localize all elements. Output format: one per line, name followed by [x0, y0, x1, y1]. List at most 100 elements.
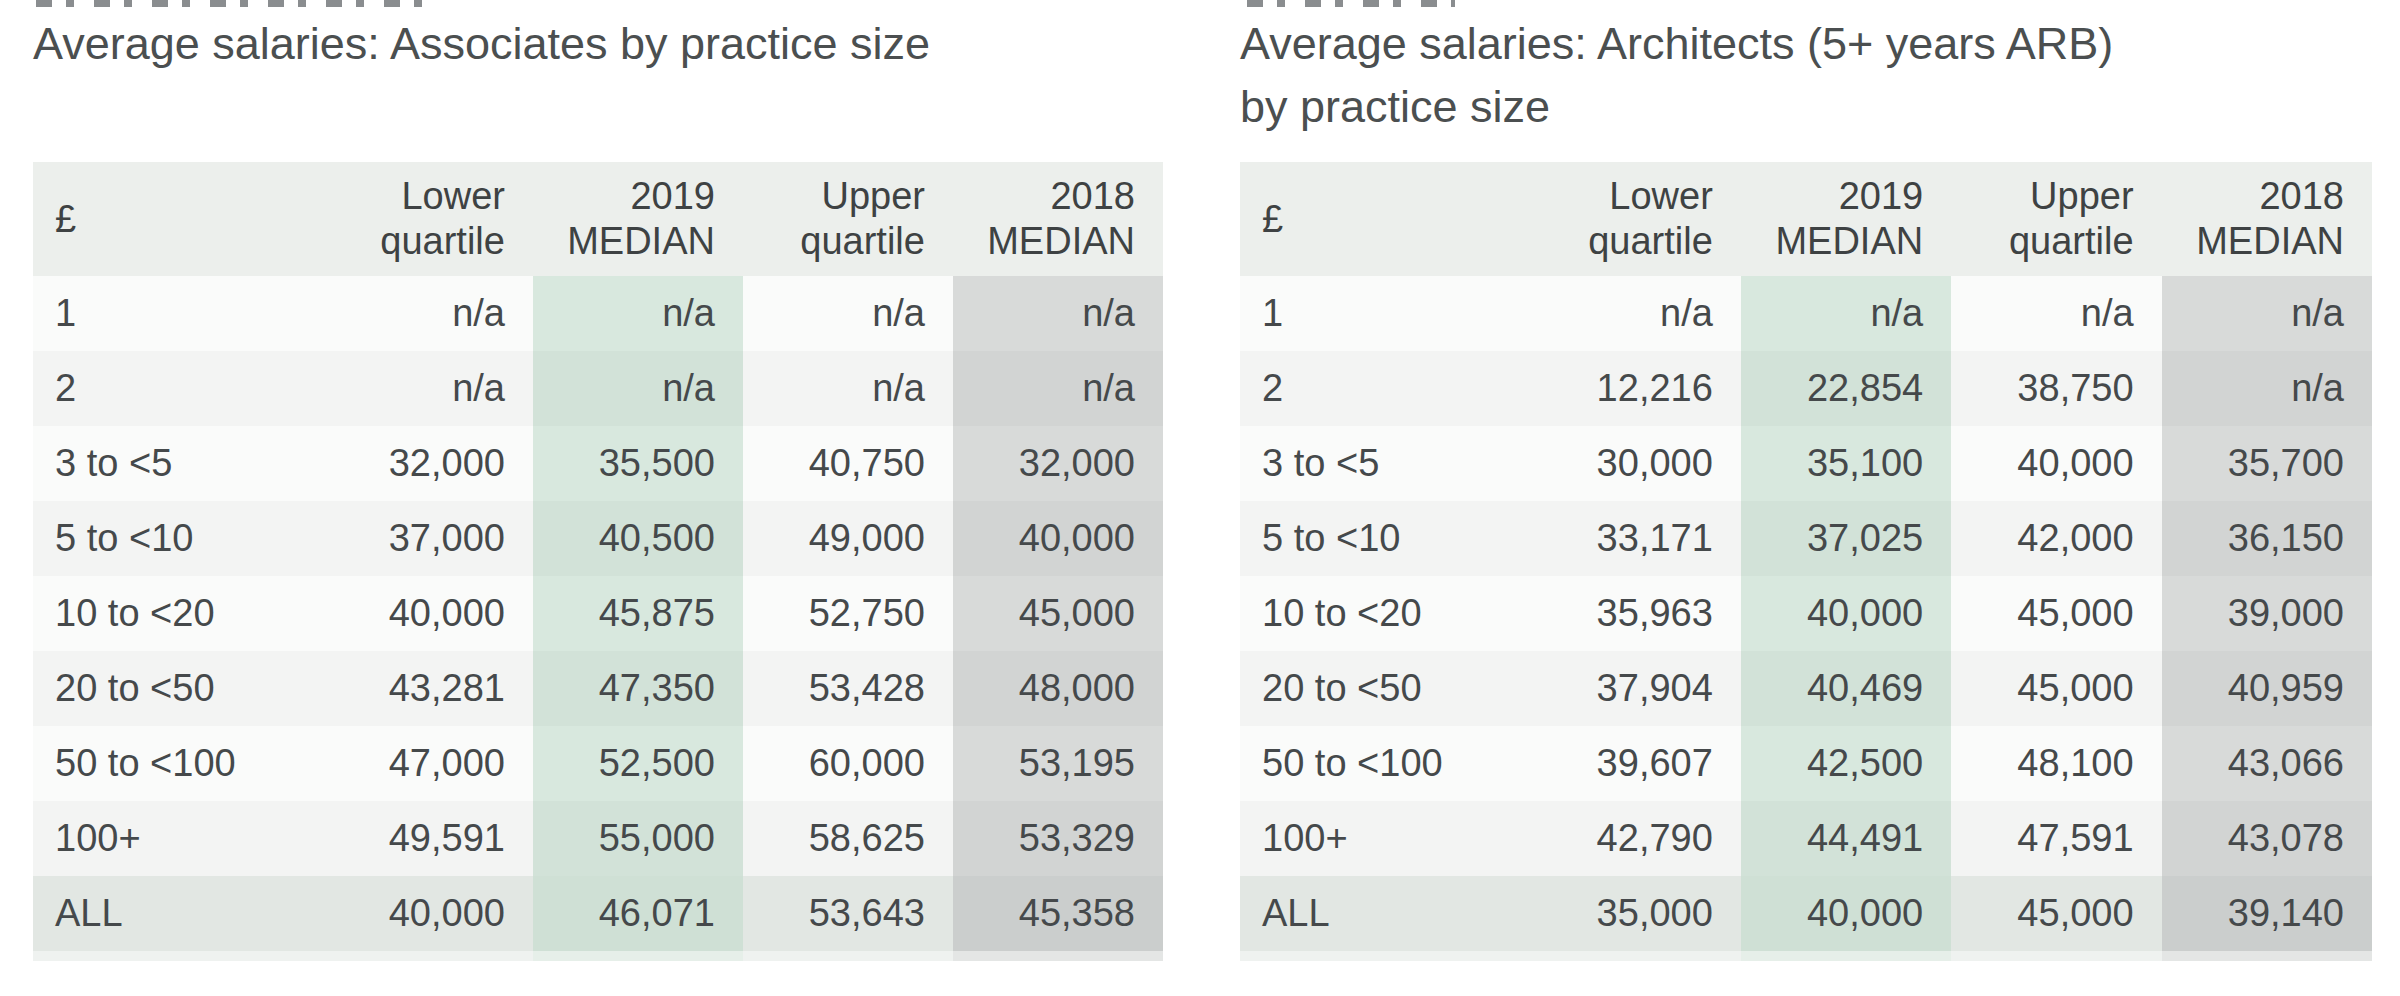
- salary-value: 43,066: [2162, 726, 2372, 801]
- header-line: quartile: [1530, 219, 1712, 264]
- salary-value: n/a: [533, 276, 743, 351]
- salary-value: 40,000: [953, 501, 1163, 576]
- salary-value: 35,100: [1741, 426, 1951, 501]
- median-2018-header: 2018 MEDIAN: [2162, 162, 2372, 276]
- upper-quartile-header: Upper quartile: [1951, 162, 2161, 276]
- practice-size-label: 50 to <100: [33, 726, 323, 801]
- salary-value: 53,329: [953, 801, 1163, 876]
- salary-value: 37,025: [1741, 501, 1951, 576]
- table-row: 3 to <532,00035,50040,75032,000: [33, 426, 1163, 501]
- table-row: 5 to <1037,00040,50049,00040,000: [33, 501, 1163, 576]
- currency-header: £: [33, 162, 323, 276]
- table-row: 100+42,79044,49147,59143,078: [1240, 801, 2372, 876]
- practice-size-label: 3 to <5: [1240, 426, 1530, 501]
- lower-quartile-header: Lower quartile: [1530, 162, 1740, 276]
- associates-salary-table: £ Lower quartile 2019 MEDIAN Upper quart…: [33, 162, 1163, 951]
- salary-value: 40,000: [1951, 426, 2161, 501]
- salary-value: 42,500: [1741, 726, 1951, 801]
- salary-value: n/a: [2162, 351, 2372, 426]
- salary-value: 22,854: [1741, 351, 1951, 426]
- salary-value: 33,171: [1530, 501, 1740, 576]
- median-2019-header: 2019 MEDIAN: [1741, 162, 1951, 276]
- table-row: 1n/an/an/an/a: [1240, 276, 2372, 351]
- salary-value: n/a: [2162, 276, 2372, 351]
- salary-value: 46,071: [533, 876, 743, 951]
- cropped-table-caption-right: [1247, 0, 1455, 7]
- header-line: quartile: [1951, 219, 2133, 264]
- header-line: Upper: [743, 174, 925, 219]
- salary-value: 47,000: [323, 726, 533, 801]
- practice-size-label: 10 to <20: [33, 576, 323, 651]
- total-row: ALL40,00046,07153,64345,358: [33, 876, 1163, 951]
- salary-value: 30,000: [1530, 426, 1740, 501]
- header-line: quartile: [323, 219, 505, 264]
- report-page: Average salaries: Associates by practice…: [0, 0, 2400, 996]
- title-line: by practice size: [1240, 75, 2113, 138]
- salary-value: 32,000: [323, 426, 533, 501]
- salary-value: 40,500: [533, 501, 743, 576]
- salary-value: 12,216: [1530, 351, 1740, 426]
- practice-size-label: 2: [33, 351, 323, 426]
- practice-size-label: 50 to <100: [1240, 726, 1530, 801]
- header-line: Lower: [1530, 174, 1712, 219]
- salary-value: 53,428: [743, 651, 953, 726]
- salary-value: 40,000: [323, 876, 533, 951]
- table-row: 10 to <2040,00045,87552,75045,000: [33, 576, 1163, 651]
- practice-size-label: ALL: [1240, 876, 1530, 951]
- header-row: £ Lower quartile 2019 MEDIAN Upper quart…: [33, 162, 1163, 276]
- practice-size-label: 100+: [1240, 801, 1530, 876]
- practice-size-label: 5 to <10: [33, 501, 323, 576]
- salary-value: n/a: [1530, 276, 1740, 351]
- upper-quartile-header: Upper quartile: [743, 162, 953, 276]
- practice-size-label: 1: [1240, 276, 1530, 351]
- table-row: 212,21622,85438,750n/a: [1240, 351, 2372, 426]
- salary-value: 45,000: [1951, 876, 2161, 951]
- salary-value: n/a: [953, 276, 1163, 351]
- title-line: Average salaries: Associates by practice…: [33, 12, 930, 75]
- header-line: quartile: [743, 219, 925, 264]
- salary-value: 45,000: [1951, 576, 2161, 651]
- salary-value: 37,000: [323, 501, 533, 576]
- header-line: MEDIAN: [2162, 219, 2344, 264]
- table-row: 5 to <1033,17137,02542,00036,150: [1240, 501, 2372, 576]
- table-row: 20 to <5043,28147,35053,42848,000: [33, 651, 1163, 726]
- practice-size-label: 5 to <10: [1240, 501, 1530, 576]
- cropped-table-caption-left: [36, 0, 428, 7]
- header-line: 2018: [953, 174, 1135, 219]
- salary-value: 45,358: [953, 876, 1163, 951]
- header-line: 2018: [2162, 174, 2344, 219]
- salary-value: 45,000: [953, 576, 1163, 651]
- table-row: 100+49,59155,00058,62553,329: [33, 801, 1163, 876]
- salary-value: 52,500: [533, 726, 743, 801]
- salary-value: 48,100: [1951, 726, 2161, 801]
- associates-table-title: Average salaries: Associates by practice…: [33, 12, 930, 75]
- salary-value: 55,000: [533, 801, 743, 876]
- table-row: 50 to <10047,00052,50060,00053,195: [33, 726, 1163, 801]
- lower-quartile-header: Lower quartile: [323, 162, 533, 276]
- table-row: 50 to <10039,60742,50048,10043,066: [1240, 726, 2372, 801]
- table-row: 10 to <2035,96340,00045,00039,000: [1240, 576, 2372, 651]
- practice-size-label: 100+: [33, 801, 323, 876]
- median-2018-header: 2018 MEDIAN: [953, 162, 1163, 276]
- salary-value: 43,078: [2162, 801, 2372, 876]
- salary-value: 35,500: [533, 426, 743, 501]
- practice-size-label: 2: [1240, 351, 1530, 426]
- table-row: 2n/an/an/an/a: [33, 351, 1163, 426]
- practice-size-label: 20 to <50: [1240, 651, 1530, 726]
- salary-value: 49,000: [743, 501, 953, 576]
- currency-header: £: [1240, 162, 1530, 276]
- salary-value: n/a: [743, 276, 953, 351]
- table-row: 20 to <5037,90440,46945,00040,959: [1240, 651, 2372, 726]
- total-row: ALL35,00040,00045,00039,140: [1240, 876, 2372, 951]
- salary-value: 36,150: [2162, 501, 2372, 576]
- salary-value: n/a: [953, 351, 1163, 426]
- header-line: Upper: [1951, 174, 2133, 219]
- salary-value: 35,000: [1530, 876, 1740, 951]
- salary-value: n/a: [1951, 276, 2161, 351]
- practice-size-label: 3 to <5: [33, 426, 323, 501]
- salary-value: 40,750: [743, 426, 953, 501]
- salary-value: 42,790: [1530, 801, 1740, 876]
- salary-value: 40,000: [1741, 876, 1951, 951]
- salary-value: 37,904: [1530, 651, 1740, 726]
- salary-value: 35,700: [2162, 426, 2372, 501]
